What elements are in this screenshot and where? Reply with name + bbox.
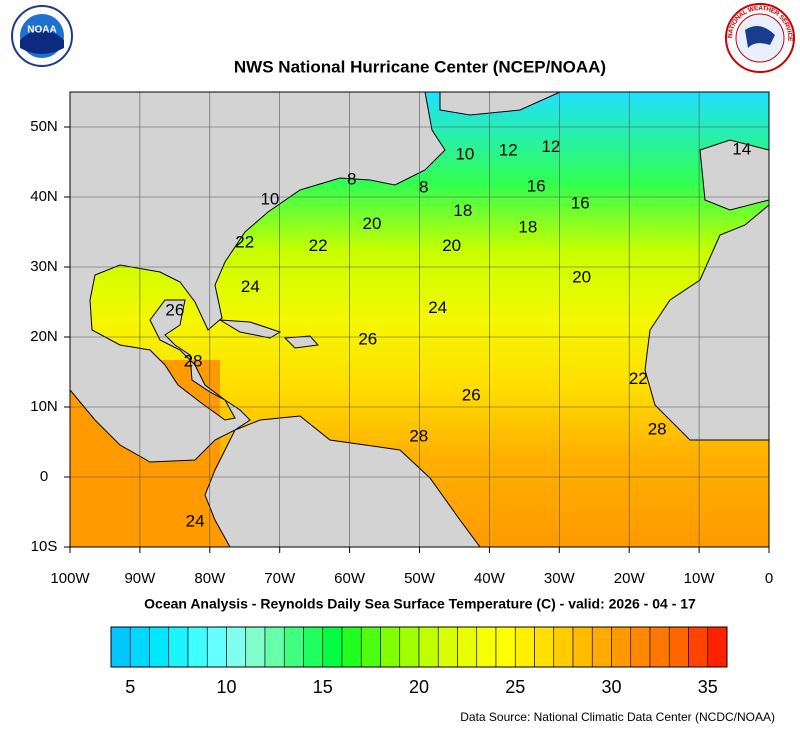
lat-tick-label: 0 [40, 468, 48, 485]
greenland-labrador [439, 92, 561, 116]
colorbar-tick-label: 5 [125, 677, 135, 697]
colorbar-tick-label: 20 [409, 677, 429, 697]
lon-tick-label: 80W [194, 570, 226, 587]
north-america [70, 92, 446, 463]
colorbar-box [591, 626, 612, 668]
contour-label: 20 [572, 268, 591, 287]
contour-label: 20 [442, 236, 461, 255]
contour-label: 24 [428, 298, 447, 317]
lon-tick-label: 0 [765, 570, 773, 587]
colorbar-box [187, 626, 208, 668]
lon-tick-label: 30W [544, 570, 576, 587]
lon-tick-label: 60W [334, 570, 366, 587]
lat-tick-label: 40N [30, 188, 58, 205]
contour-label: 18 [518, 217, 537, 236]
contour-label: 28 [648, 420, 667, 439]
colorbar-box [707, 626, 728, 668]
colorbar-box [437, 626, 458, 668]
colorbar-box [399, 626, 420, 668]
lon-tick-label: 70W [264, 570, 296, 587]
colorbar-box [110, 626, 131, 668]
lon-tick-label: 20W [614, 570, 646, 587]
contour-label: 18 [453, 201, 472, 220]
contour-label: 24 [186, 511, 205, 530]
colorbar-box [514, 626, 535, 668]
contour-label: 20 [363, 214, 382, 233]
colorbar-box [476, 626, 497, 668]
colorbar-box [630, 626, 651, 668]
iberia [699, 139, 769, 211]
colorbar-box [283, 626, 304, 668]
lat-tick-label: 50N [30, 118, 58, 135]
contour-label: 10 [260, 189, 279, 208]
contour-label: 24 [241, 277, 260, 296]
colorbar-tick-label: 25 [505, 677, 525, 697]
colorbar-box [129, 626, 150, 668]
colorbar-box [149, 626, 170, 668]
south-america [204, 415, 481, 547]
colorbar-box [360, 626, 381, 668]
colorbar-tick-label: 30 [601, 677, 621, 697]
lon-tick-label: 40W [474, 570, 506, 587]
colorbar-box [380, 626, 401, 668]
colorbar-box [168, 626, 189, 668]
colorbar-box [688, 626, 709, 668]
contour-label: 12 [541, 137, 560, 156]
colorbar-box [649, 626, 670, 668]
contour-label: 16 [527, 177, 546, 196]
colorbar-box [226, 626, 247, 668]
noaa-logo-text: NOAA [27, 25, 56, 36]
contour-label: 26 [462, 385, 481, 404]
contour-label: 10 [455, 144, 474, 163]
colorbar-box [322, 626, 343, 668]
contour-label: 22 [235, 233, 254, 252]
colorbar-frame [110, 626, 728, 668]
contour-label: 22 [629, 369, 648, 388]
colorbar-box [495, 626, 516, 668]
colorbar-box [534, 626, 555, 668]
contour-label: 14 [732, 140, 751, 159]
colorbar-box [668, 626, 689, 668]
colorbar-box [245, 626, 266, 668]
colorbar-box [418, 626, 439, 668]
lat-tick-label: 30N [30, 258, 58, 275]
lon-tick-label: 90W [124, 570, 156, 587]
colorbar-box [206, 626, 227, 668]
contour-label: 8 [347, 170, 356, 189]
source-note: Data Source: National Climatic Data Cent… [460, 710, 775, 724]
contour-label: 16 [571, 193, 590, 212]
colorbar-box [264, 626, 285, 668]
lat-tick-label: 10S [31, 538, 58, 555]
colorbar-tick-label: 10 [216, 677, 236, 697]
contour-label: 8 [419, 177, 428, 196]
colorbar-box [303, 626, 324, 668]
lon-tick-label: 10W [684, 570, 716, 587]
contour-label: 12 [499, 140, 518, 159]
contour-label: 22 [309, 236, 328, 255]
nws-logo: NATIONAL WEATHER SERVICE [725, 3, 795, 73]
colorbar-box [611, 626, 632, 668]
colorbar-tick-label: 15 [313, 677, 333, 697]
colorbar-box [457, 626, 478, 668]
lat-tick-label: 10N [30, 398, 58, 415]
hispaniola [283, 335, 320, 349]
contour-label: 26 [165, 301, 184, 320]
lon-tick-label: 100W [50, 570, 90, 587]
contour-label: 28 [184, 352, 203, 371]
contour-label: 26 [358, 329, 377, 348]
colorbar-box [572, 626, 593, 668]
colorbar-tick-label: 35 [698, 677, 718, 697]
caption: Ocean Analysis - Reynolds Daily Sea Surf… [144, 596, 696, 612]
lon-tick-label: 50W [404, 570, 436, 587]
noaa-logo: NOAA [11, 5, 73, 67]
contour-label: 28 [409, 427, 428, 446]
title: NWS National Hurricane Center (NCEP/NOAA… [234, 57, 606, 76]
cuba [219, 319, 282, 339]
lat-tick-label: 20N [30, 328, 58, 345]
colorbar-box [553, 626, 574, 668]
colorbar-box [341, 626, 362, 668]
europe-africa [644, 92, 769, 441]
